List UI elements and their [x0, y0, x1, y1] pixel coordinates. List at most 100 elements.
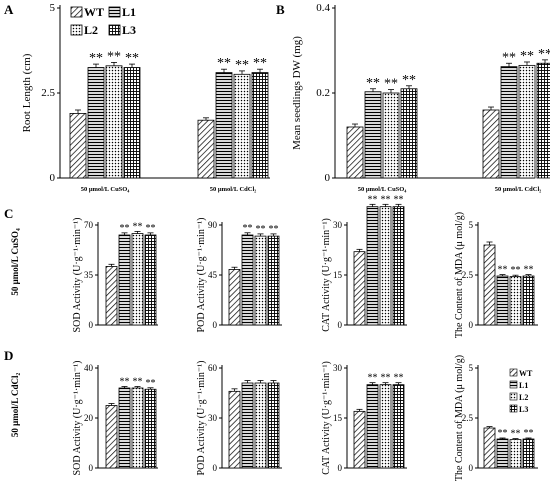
- bar: [144, 388, 157, 469]
- bar: [353, 410, 366, 469]
- y-tick-label: 35: [84, 270, 94, 280]
- legend-swatch-l1: [108, 6, 121, 18]
- bar: [69, 113, 87, 179]
- significance-label: **: [120, 377, 130, 388]
- y-tick-label: 2.5: [462, 413, 474, 423]
- category-label: 50 μmol/L CdCl₂: [495, 186, 541, 193]
- bar: [105, 65, 123, 179]
- legend-side-swatch-l2: [509, 392, 518, 401]
- y-tick-label: 90: [208, 220, 218, 230]
- y-tick-label: 15: [333, 270, 343, 280]
- significance-label: **: [366, 76, 380, 91]
- y-axis-label: POD Activity (U·g⁻¹·min⁻¹): [196, 218, 207, 333]
- significance-label: **: [269, 224, 279, 235]
- legend-side-swatch-l1: [509, 380, 518, 389]
- significance-label: **: [120, 223, 130, 234]
- bar: [254, 382, 267, 469]
- y-tick-label: 0: [338, 463, 343, 473]
- bar: [366, 384, 379, 469]
- significance-label: **: [217, 56, 231, 71]
- bar: [144, 234, 157, 326]
- y-tick-label: 60: [208, 363, 218, 373]
- y-tick-label: 5: [50, 2, 56, 14]
- y-tick-label: 5: [469, 220, 474, 230]
- bar: [496, 275, 509, 326]
- significance-label: **: [253, 56, 267, 71]
- significance-label: **: [524, 428, 534, 439]
- y-axis-label: SOD Activity (U·g⁻¹·min⁻¹): [72, 218, 83, 333]
- significance-label: **: [133, 221, 143, 232]
- y-tick-label: 0: [338, 320, 343, 330]
- significance-label: **: [381, 194, 391, 205]
- y-axis-label: CAT Activity (U·g⁻¹·min⁻¹): [321, 218, 332, 332]
- legend-side-label-l1: L1: [519, 381, 528, 390]
- y-axis-label: Root Length (cm): [21, 53, 33, 132]
- significance-label: **: [381, 373, 391, 384]
- bar: [353, 251, 366, 326]
- y-tick-label: 30: [208, 413, 218, 423]
- y-tick-label: 2.5: [41, 87, 55, 99]
- y-tick-label: 0: [325, 172, 331, 184]
- bar: [522, 438, 535, 469]
- bar: [215, 72, 233, 179]
- y-tick-label: 5: [469, 363, 474, 373]
- bar: [483, 244, 496, 326]
- y-tick-label: 30: [333, 220, 343, 230]
- legend-label-l1: L1: [122, 5, 136, 19]
- y-tick-label: 0: [469, 463, 474, 473]
- legend-swatch-l2: [70, 24, 83, 36]
- category-label: 50 μmol/L CuSO₄: [81, 186, 130, 193]
- bar: [482, 109, 500, 179]
- bar: [228, 390, 241, 469]
- panel-letter-a: A: [4, 2, 14, 17]
- y-tick-label: 45: [208, 270, 218, 280]
- bar: [518, 64, 536, 179]
- bar: [87, 67, 105, 179]
- y-tick-label: 0: [89, 320, 94, 330]
- significance-label: **: [107, 49, 121, 64]
- y-tick-label: 20: [84, 413, 94, 423]
- significance-label: **: [498, 265, 508, 276]
- y-tick-label: 0: [50, 172, 56, 184]
- bar: [364, 91, 382, 179]
- bar: [241, 234, 254, 326]
- y-tick-label: 0: [213, 320, 218, 330]
- y-axis-label: Mean seedlings DW (mg): [291, 36, 303, 150]
- significance-label: **: [384, 77, 398, 92]
- bar: [509, 439, 522, 469]
- bar: [254, 235, 267, 326]
- legend-side-label-l2: L2: [519, 393, 528, 402]
- chart-panel-b: 0 0.2 0.4 Mean seedlings DW (mg) ** ** ** 50 μm…: [291, 2, 550, 193]
- panel-letter-b: B: [276, 2, 285, 17]
- bar: [131, 387, 144, 469]
- bar: [500, 66, 518, 179]
- legend-swatch-wt: [70, 6, 83, 18]
- bar: [251, 72, 269, 179]
- significance-label: **: [520, 49, 534, 64]
- y-tick-label: 15: [333, 413, 343, 423]
- legend-label-l3: L3: [122, 23, 136, 37]
- bar: [400, 88, 418, 179]
- legend-side-label-l3: L3: [519, 405, 528, 414]
- significance-label: **: [498, 428, 508, 439]
- chart-panel-a: 0 2.5 5 Root Length (cm) ** ** ** 50 μmol/L CuS…: [21, 2, 270, 193]
- bar: [379, 384, 392, 469]
- significance-label: **: [133, 377, 143, 388]
- y-tick-label: 0: [89, 463, 94, 473]
- bar: [392, 384, 405, 469]
- bar: [496, 438, 509, 469]
- bar: [105, 405, 118, 469]
- bar: [228, 269, 241, 326]
- bar: [522, 275, 535, 326]
- legend-side-swatch-l3: [509, 404, 518, 413]
- significance-label: **: [146, 378, 156, 389]
- significance-label: **: [256, 224, 266, 235]
- bar: [366, 206, 379, 326]
- y-axis-label: CAT Activity (U·g⁻¹·min⁻¹): [321, 361, 332, 475]
- legend-side: WT L1 L2 L3: [509, 368, 533, 414]
